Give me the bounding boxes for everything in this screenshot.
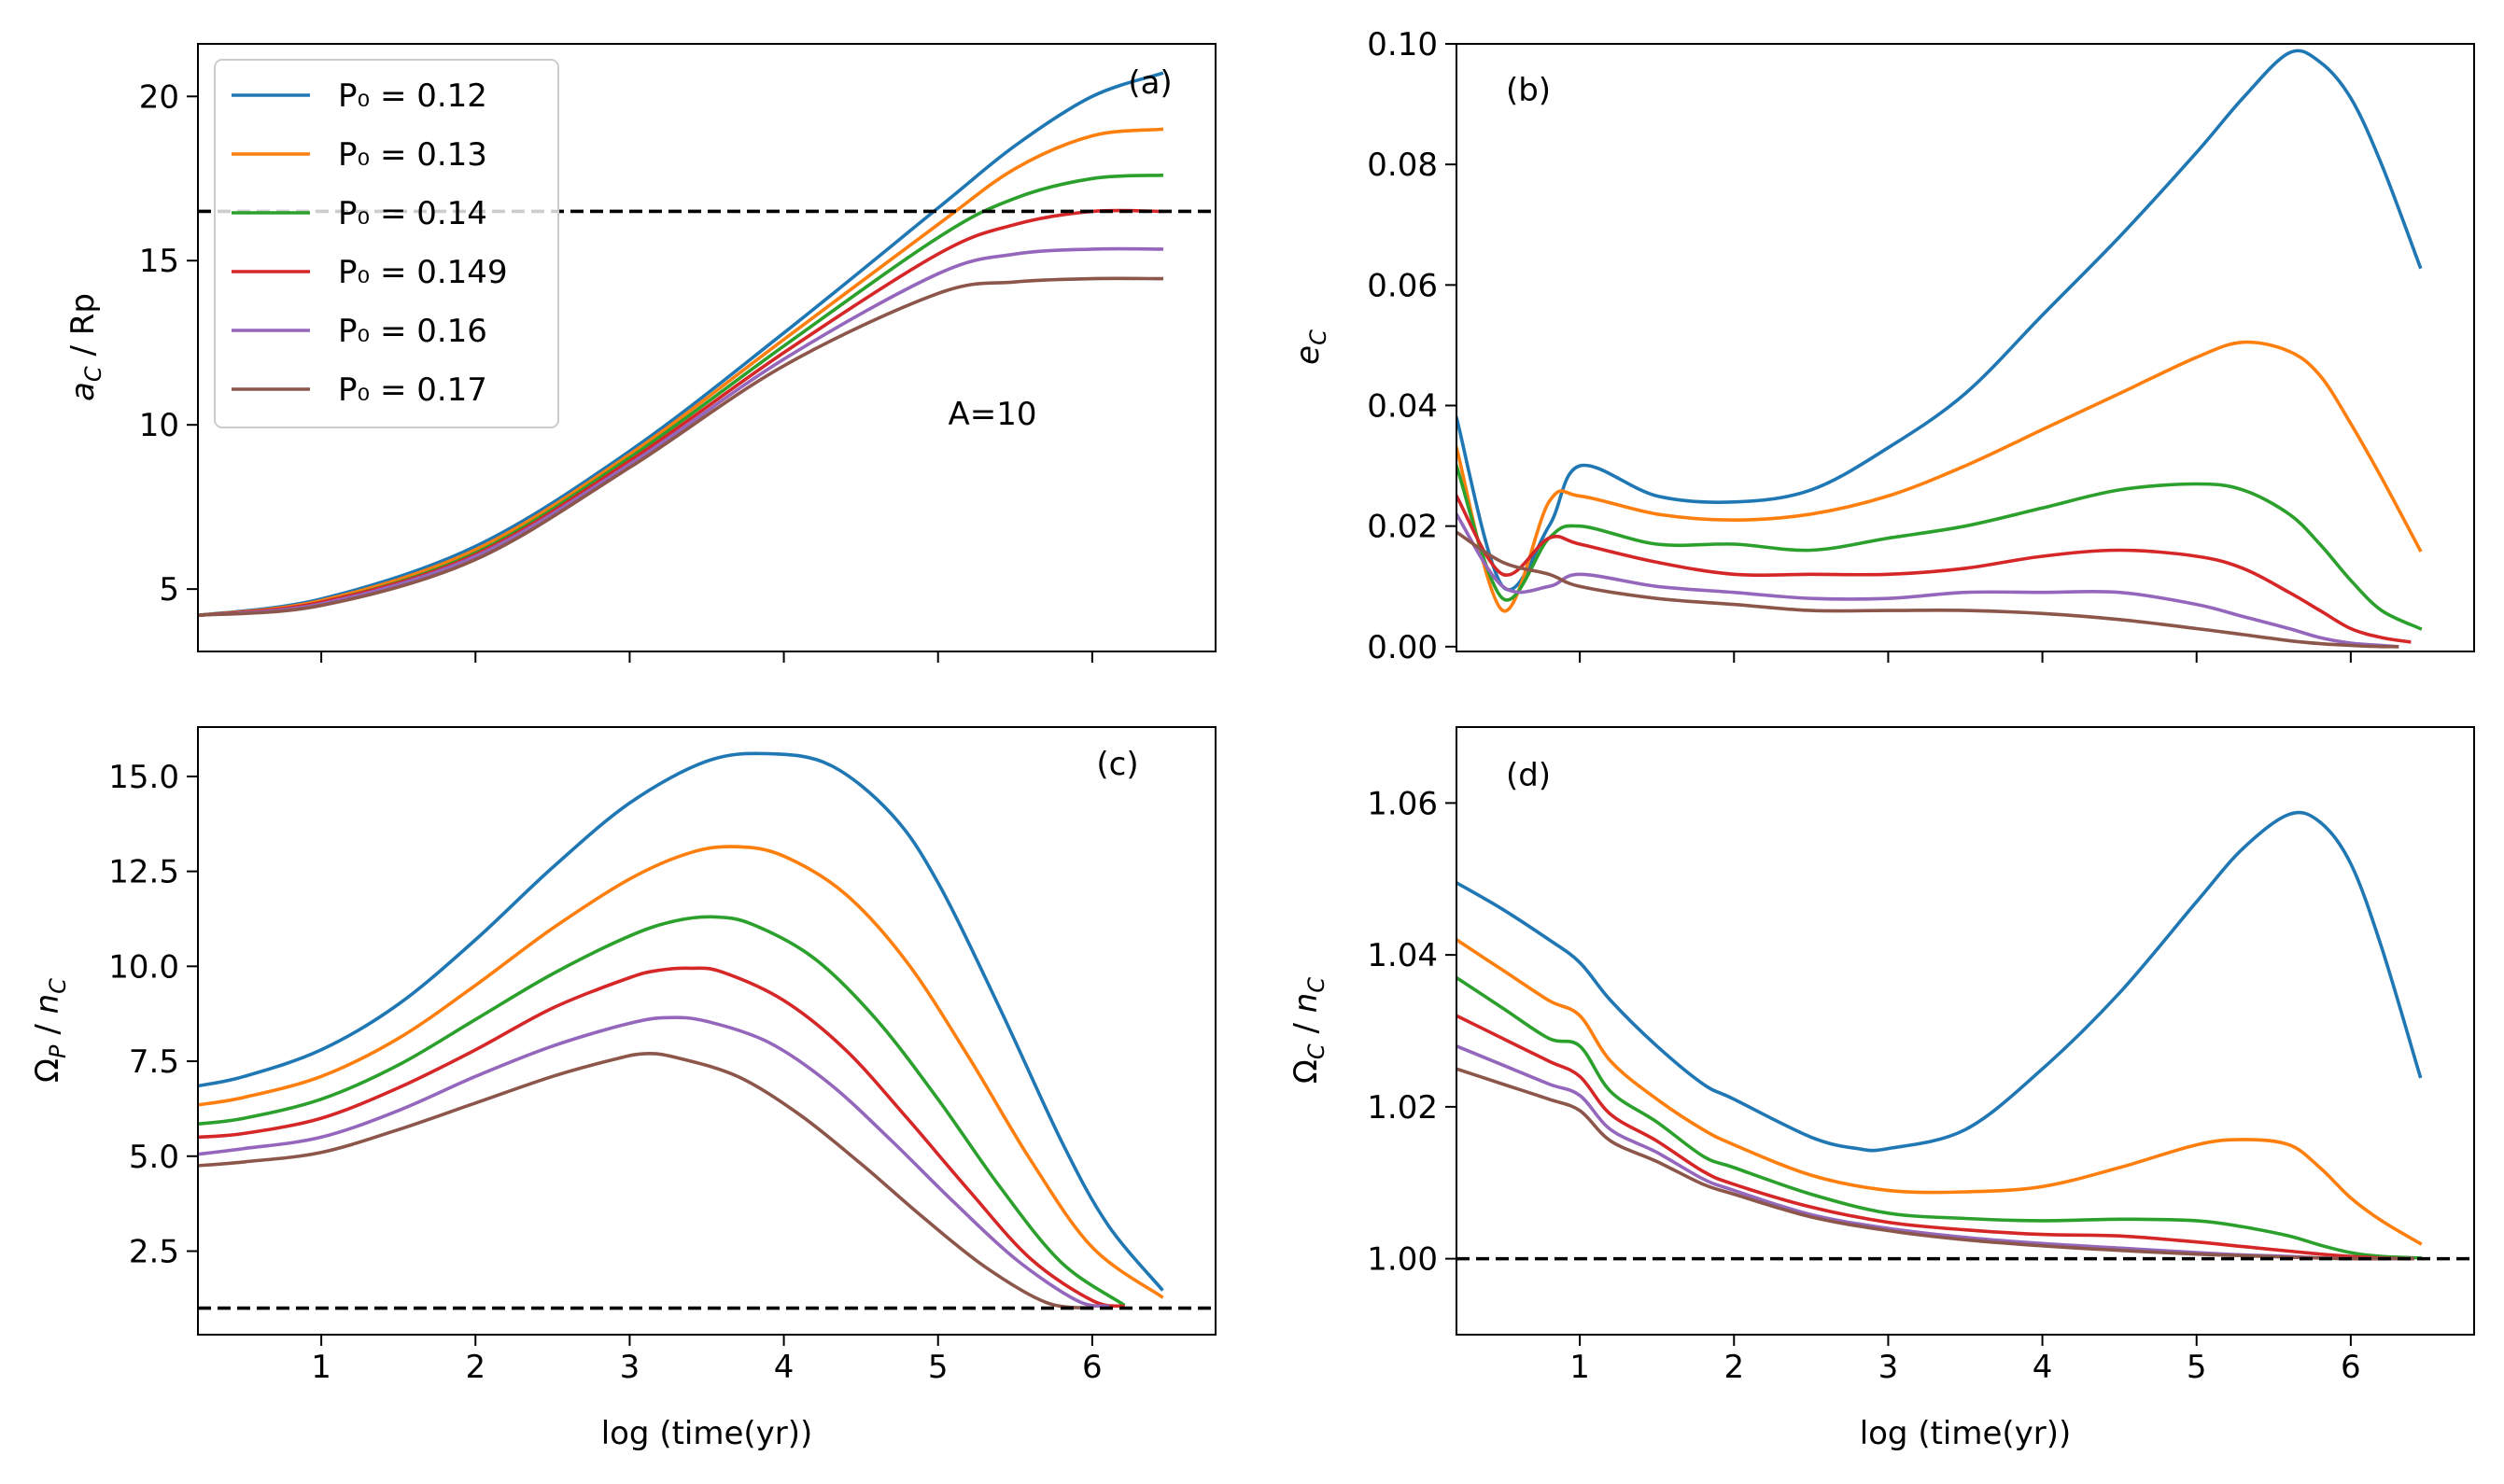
panel-c-ylabel: ΩP / nC xyxy=(29,978,71,1083)
series-line-5 xyxy=(198,246,1164,618)
y-tick-label: 1.04 xyxy=(1367,937,1438,974)
x-tick-label: 6 xyxy=(2341,1349,2361,1386)
panel-b: 0.00 0.02 0.04 0.06 0.08 0.10 (b) eC xyxy=(1289,26,2475,666)
x-tick-label: 3 xyxy=(1878,1349,1899,1386)
panel-a-ylabel: aC / Rp xyxy=(64,293,106,401)
y-tick-label: 5 xyxy=(159,571,179,609)
panel-a-legend: P₀ = 0.12 P₀ = 0.13 P₀ = 0.14 P₀ = 0.149 P₀ … xyxy=(214,59,559,428)
y-tick-label: 1.02 xyxy=(1367,1089,1438,1127)
series-line-2 xyxy=(198,845,1164,1299)
panel-a-lines xyxy=(198,71,1216,618)
series-line-4 xyxy=(1456,493,2412,644)
y-tick-label: 20 xyxy=(139,78,179,116)
y-tick-label: 0.04 xyxy=(1367,388,1438,426)
series-line-4 xyxy=(1456,1014,2414,1261)
panel-d: 1 2 3 4 5 6 1.00 1.02 1.04 1.06 (d) log (time(yr)… xyxy=(1287,726,2475,1452)
series-line-5 xyxy=(198,1015,1110,1309)
panel-c-tag: (c) xyxy=(1096,746,1138,783)
legend-frame xyxy=(214,59,559,428)
legend-label-4: P₀ = 0.149 xyxy=(338,254,508,291)
series-line-3 xyxy=(1456,975,2423,1260)
panel-d-xlabel: log (time(yr)) xyxy=(1860,1415,2072,1452)
panel-d-tag: (d) xyxy=(1506,757,1551,794)
x-tick-label: 4 xyxy=(774,1349,795,1386)
y-tick-label: 10.0 xyxy=(108,948,179,986)
legend-label-5: P₀ = 0.16 xyxy=(338,313,487,350)
panel-b-frame xyxy=(1456,43,2475,652)
panel-d-ticks: 1 2 3 4 5 6 1.00 1.02 1.04 1.06 xyxy=(1367,785,2360,1386)
panel-b-lines xyxy=(1456,49,2423,649)
x-tick-label: 2 xyxy=(1723,1349,1744,1386)
y-tick-label: 0.10 xyxy=(1367,26,1438,63)
series-line-1 xyxy=(198,71,1164,618)
y-tick-label: 15.0 xyxy=(108,759,179,796)
y-tick-label: 10 xyxy=(139,407,179,444)
panel-d-frame xyxy=(1456,726,2475,1336)
legend-label-1: P₀ = 0.12 xyxy=(338,77,487,115)
y-tick-label: 0.02 xyxy=(1367,509,1438,546)
panel-c: 1 2 3 4 5 6 2.5 5.0 7.5 10.0 12.5 15.0 (c) log (tim… xyxy=(29,726,1217,1452)
series-line-1 xyxy=(198,751,1164,1292)
y-tick-label: 5.0 xyxy=(129,1139,179,1176)
panel-d-ylabel: ΩC / nC xyxy=(1287,977,1329,1084)
panel-b-ylabel: eC xyxy=(1289,329,1331,365)
series-line-3 xyxy=(198,915,1126,1308)
panel-a-annotation: A=10 xyxy=(948,396,1036,433)
y-tick-label: 0.00 xyxy=(1367,629,1438,666)
x-tick-label: 1 xyxy=(1569,1349,1590,1386)
panel-a-tag: (a) xyxy=(1128,64,1172,102)
x-tick-label: 3 xyxy=(620,1349,640,1386)
panel-b-ticks: 0.00 0.02 0.04 0.06 0.08 0.10 xyxy=(1367,26,2352,666)
series-line-6 xyxy=(198,276,1164,618)
x-tick-label: 2 xyxy=(465,1349,485,1386)
x-tick-label: 5 xyxy=(928,1349,949,1386)
series-line-4 xyxy=(198,966,1125,1309)
series-line-2 xyxy=(198,127,1164,618)
y-tick-label: 0.06 xyxy=(1367,267,1438,304)
y-tick-label: 7.5 xyxy=(129,1043,179,1081)
series-line-1 xyxy=(1456,810,2423,1153)
legend-label-2: P₀ = 0.13 xyxy=(338,136,487,174)
panel-a-ticks: 5 10 15 20 xyxy=(139,78,1093,663)
panel-c-lines xyxy=(198,751,1216,1310)
y-tick-label: 1.06 xyxy=(1367,785,1438,822)
x-tick-label: 1 xyxy=(311,1349,331,1386)
y-tick-label: 0.08 xyxy=(1367,147,1438,184)
series-line-2 xyxy=(1456,937,2423,1246)
series-line-6 xyxy=(198,1052,1094,1310)
y-tick-label: 1.00 xyxy=(1367,1241,1438,1279)
panel-b-tag: (b) xyxy=(1506,72,1551,109)
series-line-3 xyxy=(1456,463,2423,631)
legend-label-3: P₀ = 0.14 xyxy=(338,195,487,232)
panel-c-xlabel: log (time(yr)) xyxy=(601,1415,813,1452)
legend-label-6: P₀ = 0.17 xyxy=(338,371,487,409)
panel-c-frame xyxy=(197,726,1217,1336)
legend-entries: P₀ = 0.12 P₀ = 0.13 P₀ = 0.14 P₀ = 0.149 P₀ … xyxy=(232,77,508,409)
series-line-2 xyxy=(1456,340,2423,613)
x-tick-label: 4 xyxy=(2033,1349,2053,1386)
panel-d-lines xyxy=(1456,810,2474,1261)
y-tick-label: 12.5 xyxy=(108,854,179,891)
series-line-6 xyxy=(1456,529,2399,649)
y-tick-label: 15 xyxy=(139,243,179,280)
y-tick-label: 2.5 xyxy=(129,1233,179,1270)
x-tick-label: 6 xyxy=(1082,1349,1103,1386)
panel-c-ticks: 1 2 3 4 5 6 2.5 5.0 7.5 10.0 12.5 15.0 xyxy=(108,759,1102,1386)
panel-a-frame xyxy=(197,43,1217,652)
x-tick-label: 5 xyxy=(2187,1349,2207,1386)
series-line-5 xyxy=(1456,511,2399,649)
